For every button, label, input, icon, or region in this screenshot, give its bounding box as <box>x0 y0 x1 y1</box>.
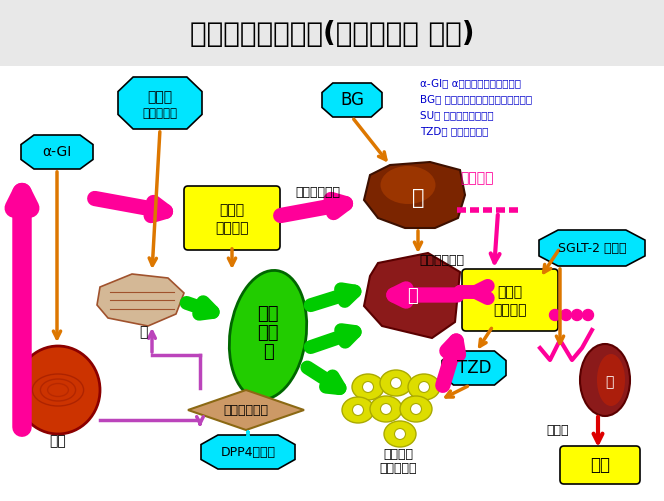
FancyBboxPatch shape <box>560 446 640 484</box>
Text: TZD： チアゾリジン: TZD： チアゾリジン <box>420 126 489 136</box>
Text: 末梢血: 末梢血 <box>497 285 523 299</box>
Polygon shape <box>21 135 93 169</box>
Text: 脂肪組織: 脂肪組織 <box>383 448 413 461</box>
Text: イン: イン <box>257 305 279 323</box>
Text: α-GI： αグルコシダーゼ阔害薬: α-GI： αグルコシダーゼ阔害薬 <box>420 78 521 88</box>
Polygon shape <box>364 162 465 228</box>
Text: ＳＵ剤: ＳＵ剤 <box>147 90 173 104</box>
Text: 膵: 膵 <box>139 325 147 339</box>
Text: ン: ン <box>263 343 274 361</box>
Ellipse shape <box>580 344 630 416</box>
Ellipse shape <box>597 354 625 406</box>
Polygon shape <box>201 435 295 469</box>
Text: 糖取り込み: 糖取り込み <box>379 462 417 475</box>
Text: インクレチン: インクレチン <box>224 403 268 416</box>
Text: 尿糖: 尿糖 <box>590 456 610 474</box>
Text: 腎: 腎 <box>605 375 613 389</box>
FancyBboxPatch shape <box>462 269 558 331</box>
Ellipse shape <box>16 346 100 434</box>
Circle shape <box>550 310 560 321</box>
Polygon shape <box>442 351 506 385</box>
Bar <box>0 0 664 66</box>
Text: 筋糖取り込み: 筋糖取り込み <box>420 254 465 267</box>
Polygon shape <box>118 77 202 129</box>
Ellipse shape <box>418 381 430 392</box>
Text: スリ: スリ <box>257 324 279 342</box>
Text: 再吸収: 再吸収 <box>546 423 569 436</box>
Polygon shape <box>539 230 645 266</box>
Text: （血糖）: （血糖） <box>215 221 249 235</box>
Text: SGLT-2 阻害薬: SGLT-2 阻害薬 <box>558 241 626 255</box>
Ellipse shape <box>229 271 307 400</box>
Ellipse shape <box>408 374 440 400</box>
Ellipse shape <box>380 370 412 396</box>
Ellipse shape <box>380 403 392 414</box>
Circle shape <box>560 310 572 321</box>
Text: 肝糖取り込み: 肝糖取り込み <box>295 186 341 199</box>
Ellipse shape <box>363 381 373 392</box>
Text: BG： ビグアナイド（メトホルミン）: BG： ビグアナイド（メトホルミン） <box>420 94 532 104</box>
Text: BG: BG <box>340 91 364 109</box>
Text: α-GI: α-GI <box>42 145 72 159</box>
Text: 門脈内: 門脈内 <box>219 203 244 217</box>
Circle shape <box>582 310 594 321</box>
Text: DPP4阻害薬: DPP4阻害薬 <box>220 445 276 458</box>
Text: SU： スルホニルウレア: SU： スルホニルウレア <box>420 110 493 120</box>
Ellipse shape <box>400 396 432 422</box>
Circle shape <box>572 310 582 321</box>
Polygon shape <box>364 253 460 338</box>
Text: 肝: 肝 <box>412 188 424 208</box>
Text: 筋: 筋 <box>406 287 418 305</box>
Text: 腸管: 腸管 <box>50 434 66 448</box>
Polygon shape <box>188 390 304 430</box>
Ellipse shape <box>380 166 436 204</box>
Text: （血糖）: （血糖） <box>493 303 527 317</box>
Text: 内服薬の作用機序(どこに効く か？): 内服薬の作用機序(どこに効く か？) <box>190 20 474 48</box>
Ellipse shape <box>370 396 402 422</box>
Ellipse shape <box>352 374 384 400</box>
FancyBboxPatch shape <box>184 186 280 250</box>
Ellipse shape <box>390 377 402 388</box>
Ellipse shape <box>353 404 363 415</box>
Text: グリニド系: グリニド系 <box>143 107 177 120</box>
Ellipse shape <box>342 397 374 423</box>
Polygon shape <box>322 83 382 117</box>
Text: TZD: TZD <box>457 359 491 377</box>
Polygon shape <box>97 274 184 326</box>
Text: 肝糖放出: 肝糖放出 <box>460 171 494 185</box>
Ellipse shape <box>394 428 406 439</box>
Ellipse shape <box>410 403 422 414</box>
Ellipse shape <box>384 421 416 447</box>
